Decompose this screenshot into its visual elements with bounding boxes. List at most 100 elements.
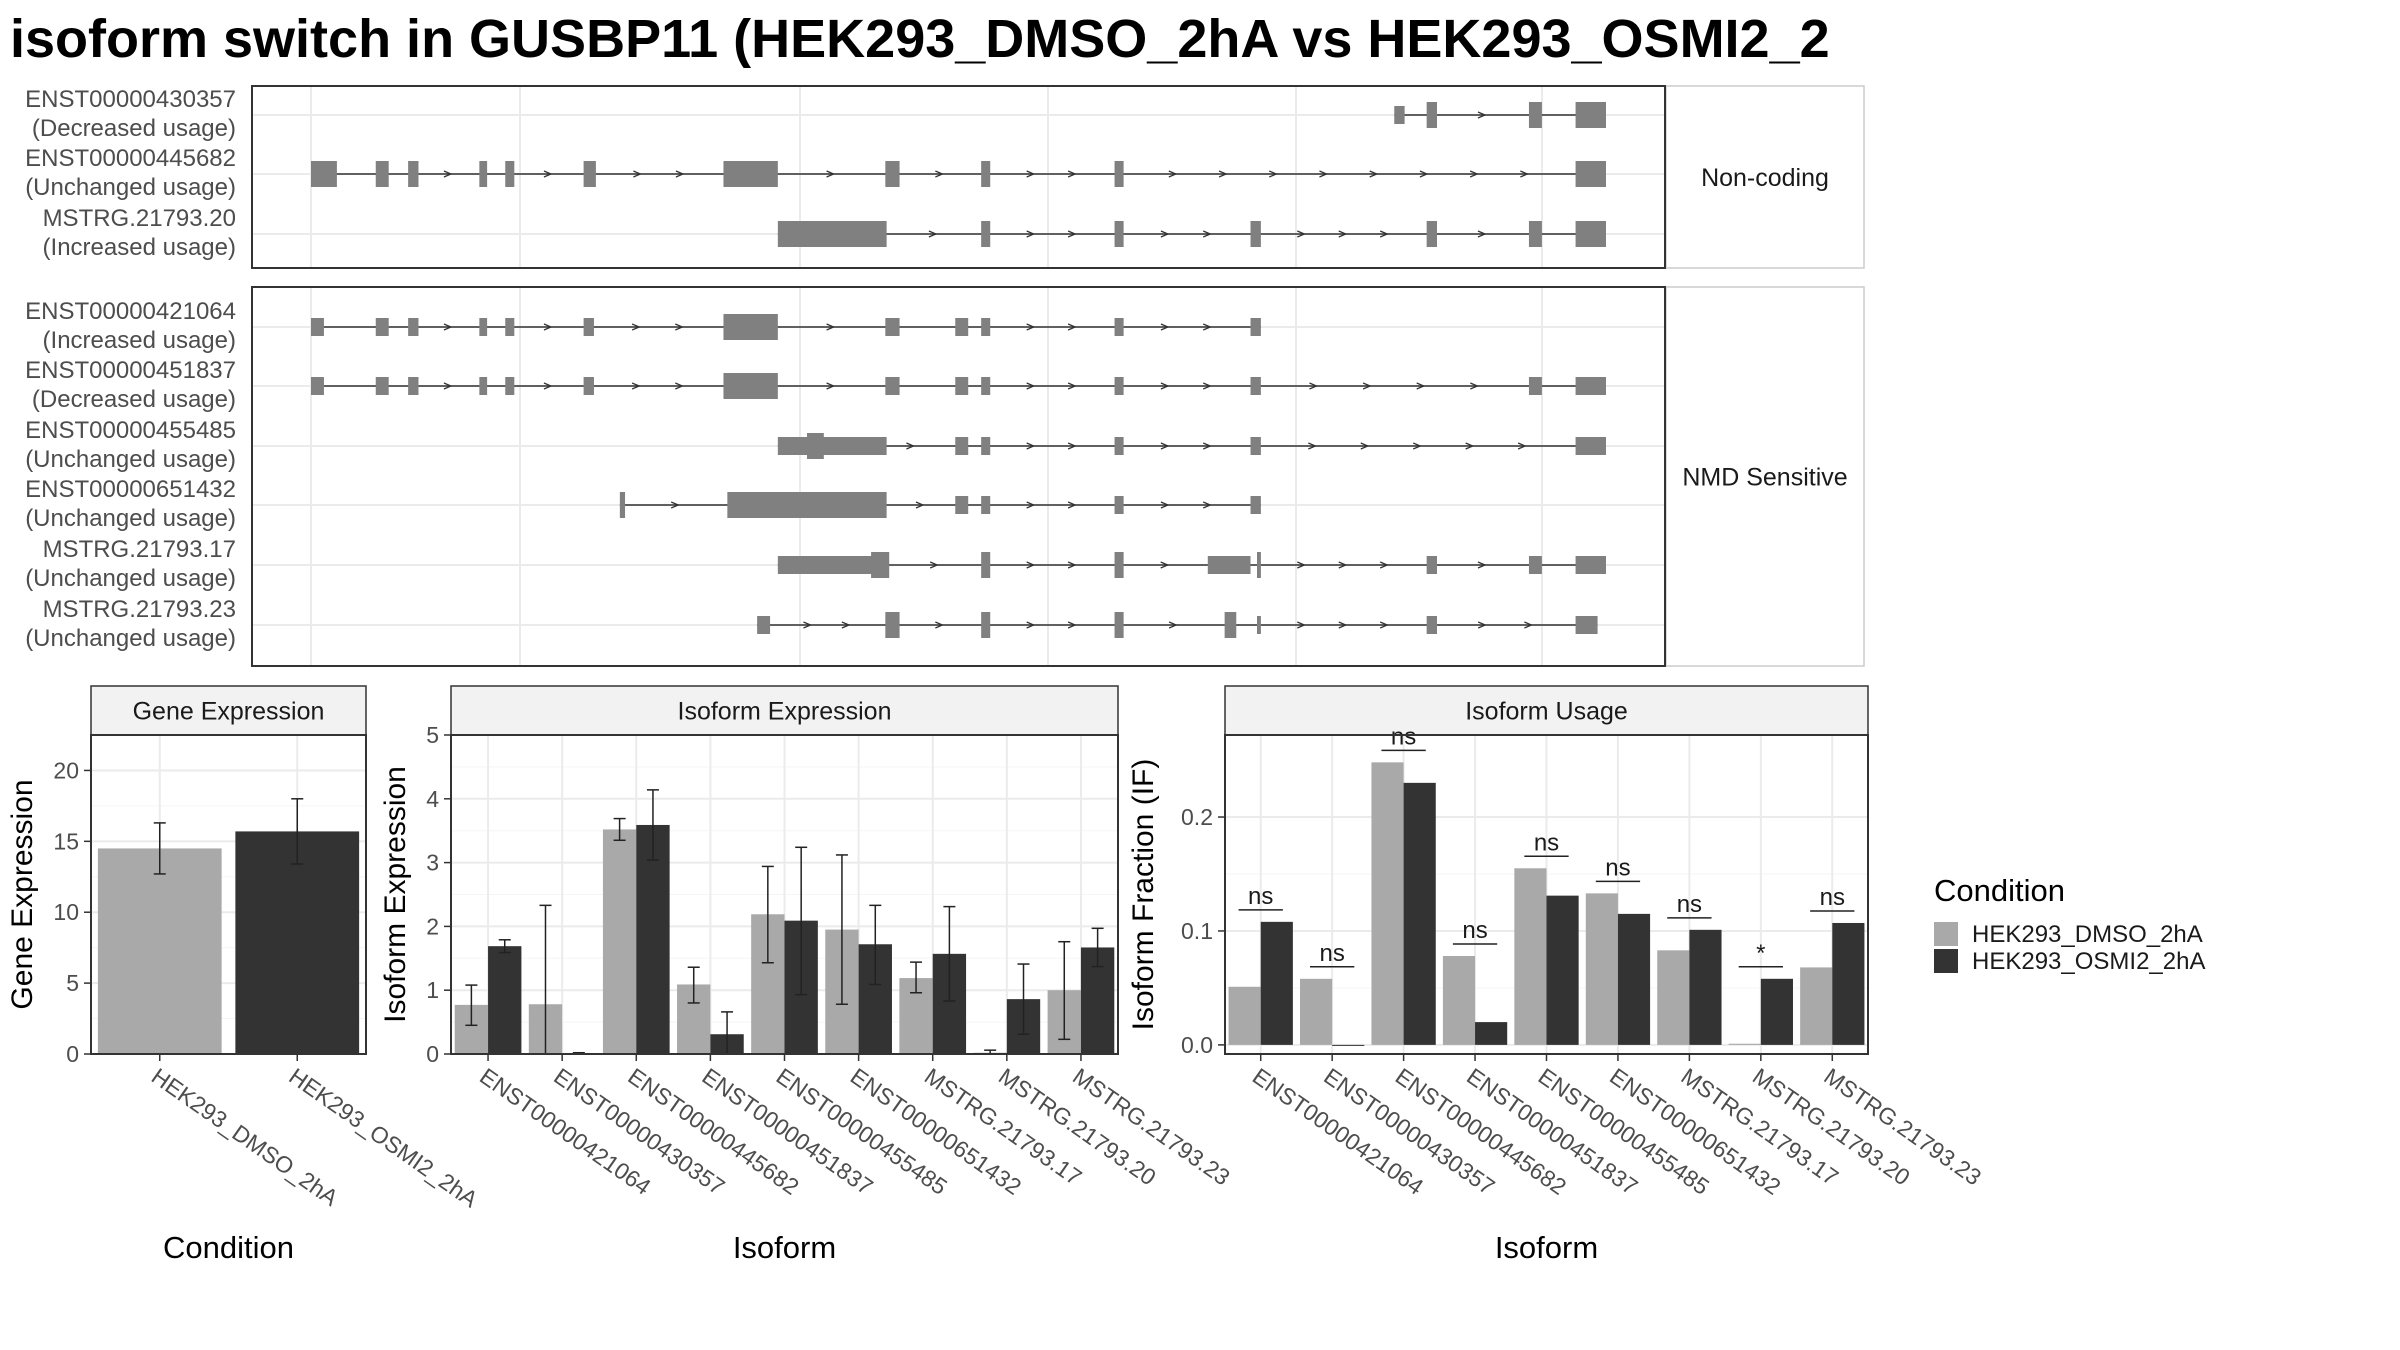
exon — [955, 377, 969, 395]
exon — [777, 221, 887, 247]
strand-arrow — [1308, 442, 1317, 450]
exon — [1575, 221, 1606, 247]
significance-annotation: ns — [1667, 891, 1712, 919]
exon — [955, 437, 969, 455]
strand-arrow — [1379, 621, 1389, 629]
y-axis-title: Gene Expression — [6, 779, 39, 1009]
exon — [1224, 612, 1237, 638]
exon — [757, 616, 771, 634]
strand-arrow — [1026, 501, 1036, 509]
isoform-usage-chart: Isoform Usagensnsnsnsnsnsns*ns0.00.10.2E… — [1127, 685, 1986, 1265]
significance-annotation: ns — [1381, 723, 1426, 752]
strand-arrow — [633, 170, 643, 178]
strand-arrow — [443, 382, 453, 390]
error-bar — [910, 961, 923, 994]
error-bar — [687, 966, 700, 1004]
strand-arrow — [1477, 111, 1487, 119]
exon — [1256, 616, 1261, 634]
error-bar — [1091, 927, 1104, 968]
strand-arrow — [915, 501, 925, 509]
exon — [1114, 221, 1124, 247]
y-tick-label: 5 — [426, 722, 439, 748]
exon — [408, 161, 419, 187]
isoform-usage-label: (Decreased usage) — [32, 115, 236, 142]
isoform-name-label: MSTRG.21793.17 — [43, 536, 236, 563]
significance-annotation: ns — [1810, 884, 1855, 912]
isoform-usage-label: (Unchanged usage) — [25, 174, 236, 201]
exon — [1207, 556, 1251, 574]
exon — [1575, 556, 1606, 574]
isoform-name-label: ENST00000421064 — [25, 298, 236, 325]
strand-arrow — [1202, 501, 1212, 509]
exon — [871, 552, 890, 578]
strand-arrow — [1469, 170, 1479, 178]
exon — [885, 161, 900, 187]
strand-arrow — [1269, 170, 1278, 178]
bar — [1371, 762, 1404, 1045]
strand-arrow — [1517, 442, 1527, 450]
exon — [981, 437, 991, 455]
bar — [1832, 922, 1865, 1045]
isoform-track — [777, 433, 1606, 459]
y-tick-label: 1 — [426, 977, 439, 1003]
exon — [505, 161, 515, 187]
isoform-track — [777, 221, 1606, 247]
strand-arrow — [841, 621, 851, 629]
strand-arrow — [1338, 621, 1348, 629]
strand-arrow — [443, 170, 453, 178]
exon — [375, 318, 389, 336]
strand-arrow — [1202, 230, 1212, 238]
y-tick-label: 2 — [426, 913, 439, 939]
strand-arrow — [1067, 501, 1077, 509]
strand-arrow — [1026, 382, 1036, 390]
exon — [955, 318, 969, 336]
strand-arrow — [935, 621, 945, 629]
exon — [1250, 318, 1261, 336]
bar — [97, 848, 222, 1054]
isoform-name-label: ENST00000451837 — [25, 357, 236, 384]
isoform-expression-chart: Isoform Expression012345ENST00000421064E… — [379, 685, 1235, 1265]
strand-arrow — [803, 621, 813, 629]
exon — [583, 161, 596, 187]
strand-arrow — [1524, 621, 1534, 629]
strand-arrow — [928, 230, 938, 238]
bar — [1728, 1043, 1761, 1045]
exon — [1528, 377, 1542, 395]
structure-strip — [1665, 85, 1865, 269]
strand-arrow — [1067, 561, 1077, 569]
isoform-usage-label: (Unchanged usage) — [25, 446, 236, 473]
chart-title: Isoform Usage — [1465, 698, 1628, 726]
strand-arrow — [1309, 382, 1319, 390]
error-bar — [835, 854, 848, 1005]
exon — [723, 373, 778, 399]
y-tick-label: 3 — [426, 850, 439, 876]
significance-annotation: ns — [1524, 829, 1569, 858]
exon — [1250, 221, 1261, 247]
exon — [1528, 102, 1542, 128]
isoform-track — [311, 314, 1261, 340]
exon — [1426, 616, 1438, 634]
structure-panel-label: Non-coding — [1701, 164, 1829, 192]
strand-arrow — [670, 501, 680, 509]
exon — [955, 496, 969, 514]
exon — [408, 318, 419, 336]
legend-swatch — [1934, 949, 1958, 973]
exon — [723, 161, 778, 187]
strand-arrow — [1319, 170, 1329, 178]
exon — [727, 492, 887, 518]
isoform-track — [311, 161, 1606, 187]
isoform-usage-label: (Increased usage) — [43, 234, 236, 261]
y-tick-label: 4 — [426, 786, 439, 812]
error-bar — [646, 789, 659, 861]
bar — [1546, 895, 1579, 1045]
exon — [375, 377, 389, 395]
error-bar — [1058, 940, 1071, 1041]
bar — [1800, 967, 1833, 1045]
bar — [1585, 893, 1618, 1045]
gene-expression-chart: Gene Expression05101520HEK293_DMSO_2hAHE… — [6, 685, 483, 1265]
exon — [1250, 496, 1261, 514]
structure-panel-frame — [251, 85, 1666, 269]
strand-arrow — [1218, 170, 1228, 178]
bar — [1617, 913, 1651, 1045]
isoform-usage-label: (Increased usage) — [43, 327, 236, 354]
